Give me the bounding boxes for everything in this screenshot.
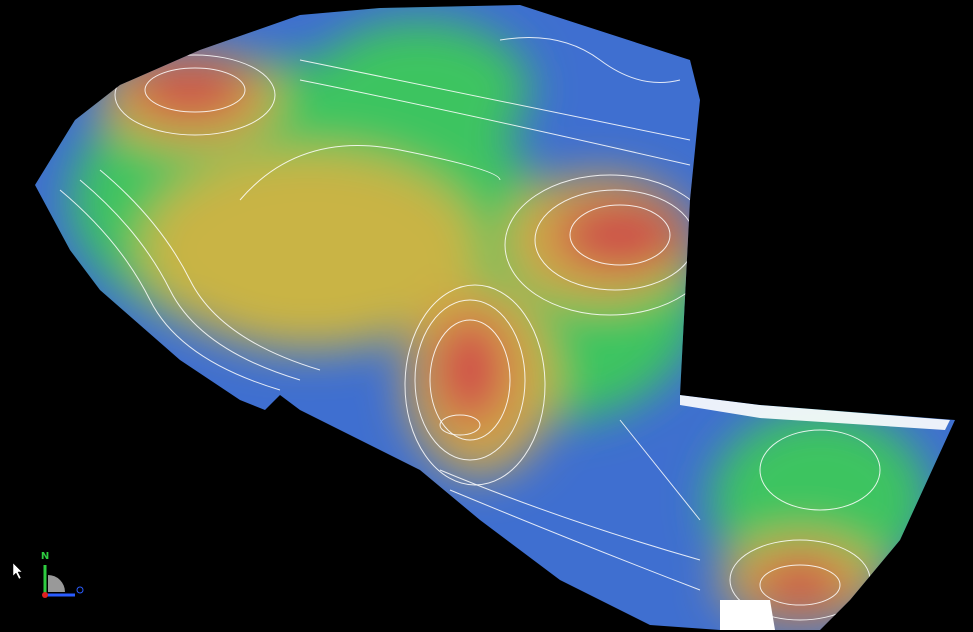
peak: [435, 315, 505, 425]
contour: [144, 67, 246, 113]
axis-arc: [48, 575, 65, 592]
axis-indicator: N: [41, 551, 84, 598]
mid-elevation: [310, 20, 530, 160]
north-label: N: [41, 551, 49, 562]
contour-lines: [59, 37, 881, 621]
east-marker: [76, 586, 84, 594]
contour: [79, 179, 301, 381]
cursor: [12, 562, 23, 580]
contour: [429, 319, 511, 441]
elevation-colors: [70, 20, 930, 625]
contour: [299, 59, 691, 141]
no-data-edge: [680, 395, 950, 430]
contour: [414, 299, 526, 461]
contour: [499, 37, 681, 83]
contour: [569, 204, 671, 266]
contour: [59, 189, 281, 391]
origin: [42, 592, 48, 598]
contour: [299, 79, 691, 166]
contour: [759, 564, 841, 606]
contour: [439, 469, 701, 561]
contour: [439, 414, 481, 436]
peak: [555, 200, 685, 270]
contour: [99, 169, 321, 371]
contour: [114, 54, 276, 136]
contour: [239, 145, 501, 201]
contour: [404, 284, 546, 486]
peak: [755, 560, 845, 610]
peak: [130, 62, 250, 118]
contour: [619, 419, 701, 521]
contour: [759, 429, 881, 511]
contour: [449, 489, 701, 591]
high-elevation: [140, 150, 480, 350]
no-data-area: [720, 600, 775, 630]
